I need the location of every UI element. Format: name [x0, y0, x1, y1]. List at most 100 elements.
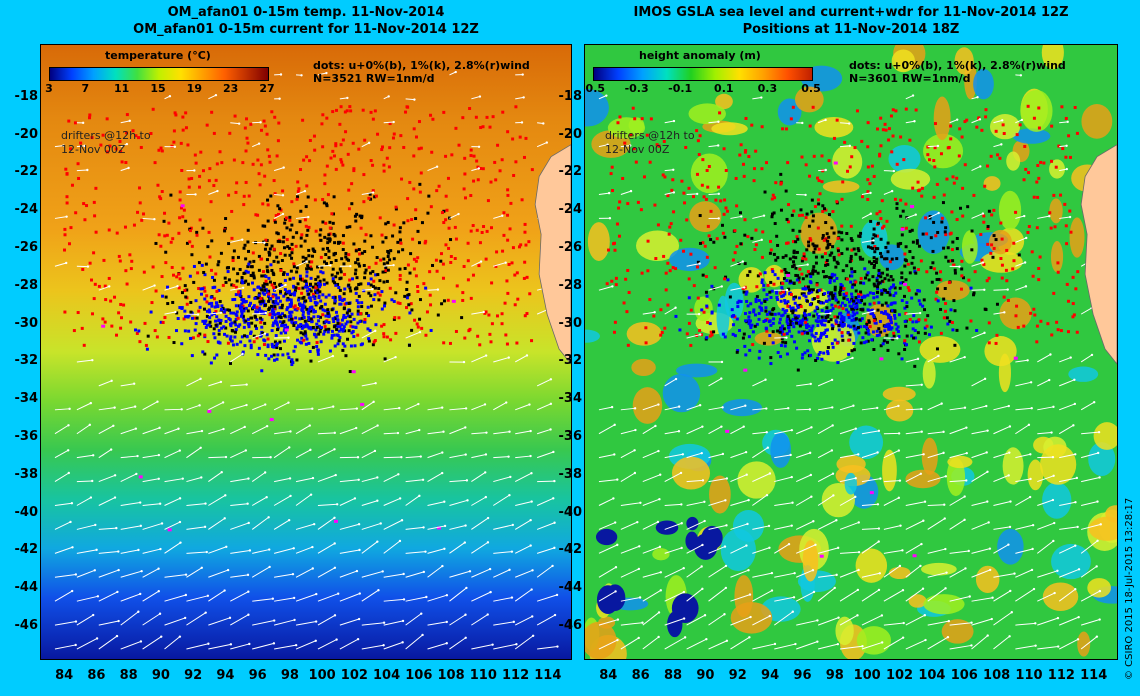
current-vector-head [916, 357, 920, 361]
anomaly-blob [585, 329, 600, 343]
drifter-dot [184, 315, 188, 319]
drifter-dot [325, 262, 329, 266]
drifter-dot [914, 108, 918, 112]
drifter-dot [435, 189, 439, 193]
drifter-dot-magenta [437, 526, 441, 530]
current-vector [752, 643, 776, 650]
current-vector [361, 622, 385, 626]
drifter-dot [288, 289, 292, 293]
drifter-dot [454, 329, 458, 333]
current-vector-head [672, 168, 675, 171]
drifter-dot [502, 233, 506, 237]
drifter-dot [817, 288, 821, 292]
current-vector [883, 565, 901, 578]
current-vector [361, 541, 378, 554]
drifter-dot [257, 172, 261, 176]
drifter-dot [712, 240, 716, 244]
current-vector-head [65, 261, 68, 265]
current-vector-head [770, 589, 774, 592]
current-vector-head [747, 498, 750, 502]
current-vector [230, 426, 245, 435]
current-vector [405, 98, 415, 101]
current-vector [839, 453, 859, 459]
current-vector [708, 477, 727, 483]
drifter-dot [762, 288, 766, 292]
drifter-dot [291, 235, 295, 239]
drifter-dot [1057, 144, 1061, 148]
drifter-dot [190, 316, 194, 320]
current-vector [361, 450, 376, 459]
drifter-dot [358, 320, 362, 323]
drifter-dot [333, 344, 337, 348]
drifter-dot [274, 301, 278, 305]
drifter-dot [745, 299, 749, 303]
drifter-dot [302, 316, 306, 320]
drifter-dot [354, 325, 358, 329]
drifter-dot [194, 322, 198, 326]
drifter-dot [314, 328, 318, 332]
drifter-dot [203, 289, 207, 293]
drifter-dot [467, 329, 471, 333]
drifter-dot [407, 303, 411, 307]
drifter-dot [215, 162, 219, 166]
drifter-dot [167, 335, 171, 339]
current-vector [971, 501, 988, 506]
drifter-dot [308, 282, 312, 286]
drifter-dot [128, 253, 132, 257]
drifter-dot [316, 350, 320, 354]
drifter-dot [397, 250, 401, 254]
current-vector-head [1031, 547, 1034, 551]
drifter-dot [224, 326, 228, 330]
drifter-dot [306, 325, 310, 329]
drifter-dot [180, 342, 184, 346]
drifter-dot [491, 115, 495, 119]
anomaly-blob [1042, 482, 1072, 519]
current-vector-head [920, 383, 923, 386]
current-vector-head [483, 403, 487, 406]
current-vector [664, 191, 674, 195]
drifter-dot [908, 250, 912, 254]
drifter-dot [866, 271, 870, 275]
current-vector-head [824, 118, 827, 122]
drifter-dot [274, 293, 278, 297]
current-vector [730, 523, 748, 530]
current-vector-head [549, 402, 553, 406]
drifter-dot [920, 194, 924, 198]
current-vector-head [991, 596, 994, 599]
drifter-dot [343, 287, 347, 291]
drifter-dot [263, 224, 267, 228]
drifter-dot [812, 154, 816, 158]
drifter-dot [83, 218, 87, 222]
drifter-dot [351, 277, 355, 281]
drifter-dot [341, 234, 345, 238]
drifter-dot [109, 299, 113, 303]
drifter-dot [155, 335, 159, 339]
current-vector-head [1009, 500, 1012, 503]
drifter-dot [1067, 134, 1071, 138]
current-vector-head [183, 616, 187, 620]
right-dots-legend-text: dots: u+0%(b), 1%(k), 2.8%(r)wind [849, 59, 1066, 72]
drifter-dot [828, 253, 832, 257]
drifter-dot [506, 238, 510, 242]
drifter-dot [849, 254, 853, 258]
drifter-dot [806, 285, 810, 289]
current-vector [98, 474, 116, 483]
current-vector-head [1095, 565, 1098, 568]
current-vector-head [816, 619, 819, 622]
current-vector [514, 545, 531, 554]
current-vector-head [1008, 451, 1011, 454]
drifter-dot [935, 271, 939, 275]
drifter-dot [701, 273, 705, 277]
current-vector-head [508, 568, 511, 571]
drifter-dot [434, 258, 438, 262]
current-vector [449, 637, 466, 650]
drifter-dot [246, 317, 250, 321]
drifter-dot [246, 265, 250, 269]
current-vector [471, 311, 484, 315]
drifter-dot [489, 180, 493, 184]
drifter-dot [906, 286, 910, 290]
drifter-dot [212, 184, 216, 188]
drifter-dot [360, 301, 364, 305]
drifter-dot [855, 305, 859, 309]
anomaly-blob [923, 594, 965, 615]
